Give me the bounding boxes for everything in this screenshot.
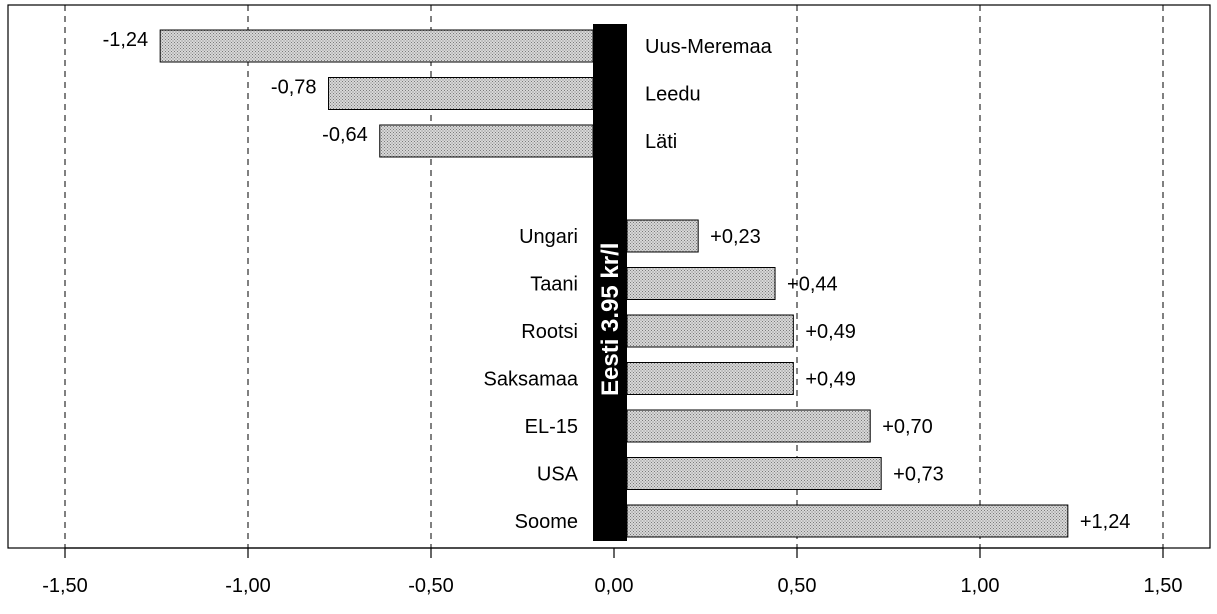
data-label: -0,64: [322, 124, 368, 146]
x-tick-label: -1,50: [42, 575, 88, 597]
data-label: +0,23: [710, 226, 761, 248]
bars: [159, 29, 1069, 538]
category-label: Rootsi: [521, 321, 578, 343]
category-label: Taani: [530, 274, 578, 296]
category-label: USA: [537, 464, 579, 486]
bar: [626, 457, 882, 490]
bar: [379, 124, 594, 158]
bar: [626, 362, 794, 395]
x-tick-label: 1,00: [961, 575, 1000, 597]
data-label: +0,49: [805, 369, 856, 391]
bar: [626, 219, 699, 253]
x-tick-label: -0,50: [408, 575, 454, 597]
data-label: +1,24: [1080, 511, 1131, 533]
data-label: +0,49: [805, 321, 856, 343]
labels: -1,50 -1,00 -0,50 0,00 0,50 1,00 1,50 Uus-Merem…: [42, 29, 1182, 597]
baseline-bar: [593, 24, 627, 541]
x-tick-label: 1,50: [1144, 575, 1183, 597]
x-tick-label: 0,00: [595, 575, 634, 597]
data-label: -1,24: [103, 29, 149, 51]
category-label: EL-15: [525, 416, 578, 438]
category-label: Uus-Meremaa: [645, 36, 773, 58]
bar: [626, 504, 1069, 538]
data-label: +0,73: [893, 464, 944, 486]
category-label: Ungari: [519, 226, 578, 248]
bar: [626, 409, 871, 443]
data-label: +0,70: [882, 416, 933, 438]
bar: [626, 314, 794, 348]
category-label: Soome: [515, 511, 578, 533]
category-label: Läti: [645, 131, 677, 153]
x-tick-label: 0,50: [778, 575, 817, 597]
data-label: -0,78: [271, 77, 317, 99]
bar: [328, 77, 594, 110]
bar: [626, 267, 776, 300]
data-label: +0,44: [787, 274, 838, 296]
baseline-label: Eesti 3.95 kr/l: [597, 243, 624, 396]
category-label: Saksamaa: [484, 369, 579, 391]
bar: [159, 29, 594, 63]
x-axis: [64, 547, 1164, 558]
baseline-group: Eesti 3.95 kr/l: [593, 24, 627, 541]
x-tick-label: -1,00: [225, 575, 271, 597]
category-label: Leedu: [645, 84, 701, 106]
